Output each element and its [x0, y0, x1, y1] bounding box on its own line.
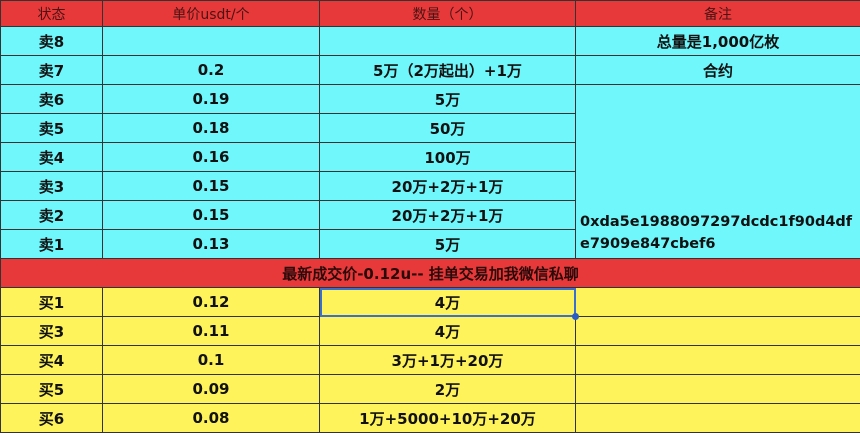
status-cell[interactable]: 买5: [0, 374, 103, 404]
price-cell[interactable]: 0.2: [102, 55, 320, 85]
qty-text: 4万: [434, 293, 461, 312]
table-row: 买3 0.11 4万: [0, 316, 860, 346]
header-row: 状态 单价usdt/个 数量（个） 备注: [0, 0, 860, 27]
table-row: 卖3 0.15 20万+2万+1万: [0, 171, 860, 201]
table-row: 买5 0.09 2万: [0, 374, 860, 404]
price-cell[interactable]: 0.18: [102, 113, 320, 143]
table-row: 卖1 0.13 5万: [0, 229, 860, 259]
note-total[interactable]: 总量是1,000亿枚: [575, 26, 860, 56]
qty-cell[interactable]: 1万+5000+10万+20万: [319, 403, 576, 433]
status-cell[interactable]: 卖7: [0, 55, 103, 85]
table-row: 卖8 总量是1,000亿枚: [0, 26, 860, 56]
status-cell[interactable]: 买4: [0, 345, 103, 375]
price-cell[interactable]: 0.11: [102, 316, 320, 346]
table-row: 买1 0.12 4万: [0, 287, 860, 320]
header-status[interactable]: 状态: [0, 0, 103, 27]
price-cell[interactable]: 0.13: [102, 229, 320, 259]
selected-qty-cell[interactable]: 4万: [319, 287, 579, 320]
price-cell[interactable]: 0.16: [102, 142, 320, 172]
qty-cell[interactable]: [319, 26, 576, 56]
qty-cell[interactable]: 100万: [319, 142, 576, 172]
status-cell[interactable]: 卖1: [0, 229, 103, 259]
qty-cell[interactable]: 20万+2万+1万: [319, 171, 576, 201]
qty-cell[interactable]: 50万: [319, 113, 576, 143]
table-row: 卖7 0.2 5万（2万起出）+1万 合约: [0, 55, 860, 85]
status-cell[interactable]: 买6: [0, 403, 103, 433]
note-contract-label[interactable]: 合约: [575, 55, 860, 85]
table-row: 卖2 0.15 20万+2万+1万: [0, 200, 860, 230]
price-cell[interactable]: [102, 26, 320, 56]
note-cell[interactable]: [575, 403, 860, 433]
status-cell[interactable]: 卖2: [0, 200, 103, 230]
price-cell[interactable]: 0.19: [102, 84, 320, 114]
table-row: 卖6 0.19 5万 0xda5e1988097297dcdc1f90d4dfe…: [0, 84, 860, 259]
status-cell[interactable]: 卖3: [0, 171, 103, 201]
table-row: 卖5 0.18 50万: [0, 113, 860, 143]
status-cell[interactable]: 买1: [0, 287, 103, 317]
table-row: 买6 0.08 1万+5000+10万+20万: [0, 403, 860, 433]
header-qty[interactable]: 数量（个）: [319, 0, 576, 27]
note-cell[interactable]: [575, 287, 860, 317]
note-cell[interactable]: [575, 316, 860, 346]
status-cell[interactable]: 买3: [0, 316, 103, 346]
note-contract-address[interactable]: 0xda5e1988097297dcdc1f90d4dfe7909e847cbe…: [575, 84, 860, 259]
banner-row: 最新成交价-0.12u-- 挂单交易加我微信私聊: [0, 258, 860, 288]
header-price[interactable]: 单价usdt/个: [102, 0, 320, 27]
price-cell[interactable]: 0.12: [102, 287, 320, 317]
table-row: 买4 0.1 3万+1万+20万: [0, 345, 860, 375]
price-cell[interactable]: 0.1: [102, 345, 320, 375]
qty-cell[interactable]: 4万: [319, 316, 576, 346]
qty-cell[interactable]: 2万: [319, 374, 576, 404]
qty-cell[interactable]: 3万+1万+20万: [319, 345, 576, 375]
table-row: 卖4 0.16 100万: [0, 142, 860, 172]
price-cell[interactable]: 0.15: [102, 171, 320, 201]
qty-cell[interactable]: 5万: [319, 229, 576, 259]
status-cell[interactable]: 卖8: [0, 26, 103, 56]
note-cell[interactable]: [575, 345, 860, 375]
status-cell[interactable]: 卖6: [0, 84, 103, 114]
latest-price-banner[interactable]: 最新成交价-0.12u-- 挂单交易加我微信私聊: [0, 258, 860, 288]
price-cell[interactable]: 0.09: [102, 374, 320, 404]
qty-cell[interactable]: 20万+2万+1万: [319, 200, 576, 230]
header-notes[interactable]: 备注: [575, 0, 860, 27]
status-cell[interactable]: 卖4: [0, 142, 103, 172]
status-cell[interactable]: 卖5: [0, 113, 103, 143]
qty-cell[interactable]: 5万: [319, 84, 576, 114]
price-cell[interactable]: 0.15: [102, 200, 320, 230]
fill-handle[interactable]: [572, 313, 579, 320]
price-cell[interactable]: 0.08: [102, 403, 320, 433]
note-cell[interactable]: [575, 374, 860, 404]
qty-cell[interactable]: 5万（2万起出）+1万: [319, 55, 576, 85]
